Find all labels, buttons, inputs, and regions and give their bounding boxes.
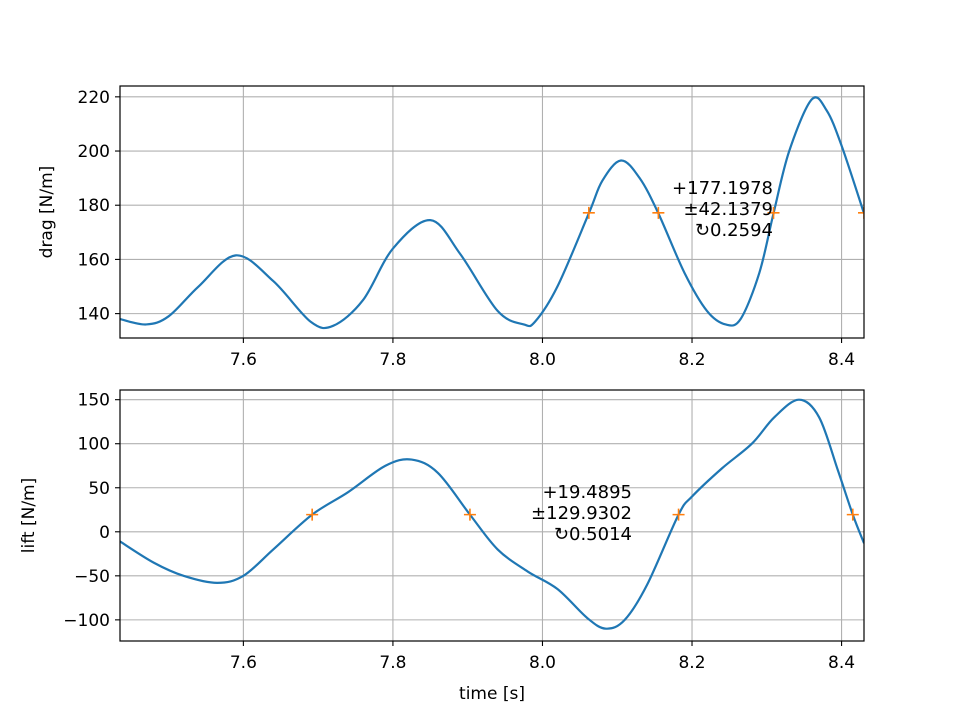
lift-crossing-marker [672, 508, 685, 521]
lift-y-axis-label: lift [N/m] [19, 478, 39, 553]
lift-y-tick-label: 150 [78, 391, 110, 411]
drag-y-tick-label: 180 [78, 196, 110, 216]
drag-y-tick-label: 140 [78, 305, 110, 325]
time-x-axis-label: time [s] [459, 684, 525, 704]
drag-y-axis-label: drag [N/m] [37, 166, 57, 259]
lift-x-tick-label: 7.6 [230, 653, 257, 673]
lift-x-tick-label: 8.2 [678, 653, 705, 673]
lift-y-tick-label: 50 [88, 479, 110, 499]
drag-x-ticks: 7.6 7.8 8.0 8.2 8.4 [230, 338, 855, 370]
lift-crossing-marker [306, 508, 319, 521]
drag-x-tick-label: 8.0 [529, 350, 556, 370]
lift-y-tick-label: 100 [78, 435, 110, 455]
lift-y-tick-label: 0 [99, 523, 110, 543]
lift-x-tick-label: 8.0 [529, 653, 556, 673]
drag-panel: 7.6 7.8 8.0 8.2 8.4 140 160 180 200 220 drag [N/… [37, 85, 865, 370]
drag-y-tick-label: 160 [78, 250, 110, 270]
lift-x-tick-label: 8.4 [828, 653, 855, 673]
drag-crossing-marker [767, 206, 780, 219]
lift-panel: 7.6 7.8 8.0 8.2 8.4 150 100 50 0 −50 −100 lift [N… [19, 389, 865, 704]
drag-mean-annotation: +177.1978 [672, 178, 773, 199]
drag-y-ticks: 140 160 180 200 220 [78, 88, 120, 325]
drag-x-tick-label: 7.6 [230, 350, 257, 370]
drag-x-tick-label: 7.8 [379, 350, 406, 370]
drag-crossing-marker [858, 206, 864, 219]
drag-frequency-annotation: ↻0.2594 [695, 220, 773, 241]
lift-markers [306, 508, 859, 521]
lift-mean-annotation: +19.4895 [542, 482, 632, 503]
drag-markers [582, 206, 864, 219]
drag-y-tick-label: 200 [78, 142, 110, 162]
lift-crossing-marker [463, 508, 476, 521]
drag-crossing-marker [582, 206, 595, 219]
lift-amplitude-annotation: ±129.9302 [531, 503, 632, 524]
lift-grid [120, 390, 864, 641]
drag-grid [120, 86, 864, 338]
drag-crossing-marker [652, 206, 665, 219]
lift-x-ticks: 7.6 7.8 8.0 8.2 8.4 [230, 641, 855, 673]
lift-x-tick-label: 7.8 [379, 653, 406, 673]
lift-series-line [120, 398, 864, 630]
drag-y-tick-label: 220 [78, 88, 110, 108]
drag-amplitude-annotation: ±42.1379 [683, 199, 773, 220]
drag-x-tick-label: 8.4 [828, 350, 855, 370]
drag-x-tick-label: 8.2 [678, 350, 705, 370]
drag-axes-frame [119, 85, 865, 339]
lift-frequency-annotation: ↻0.5014 [554, 524, 632, 545]
lift-y-tick-label: −50 [74, 567, 110, 587]
lift-crossing-marker [846, 508, 859, 521]
lift-axes-frame [119, 389, 865, 642]
lift-y-ticks: 150 100 50 0 −50 −100 [63, 391, 120, 631]
lift-y-tick-label: −100 [63, 611, 110, 631]
